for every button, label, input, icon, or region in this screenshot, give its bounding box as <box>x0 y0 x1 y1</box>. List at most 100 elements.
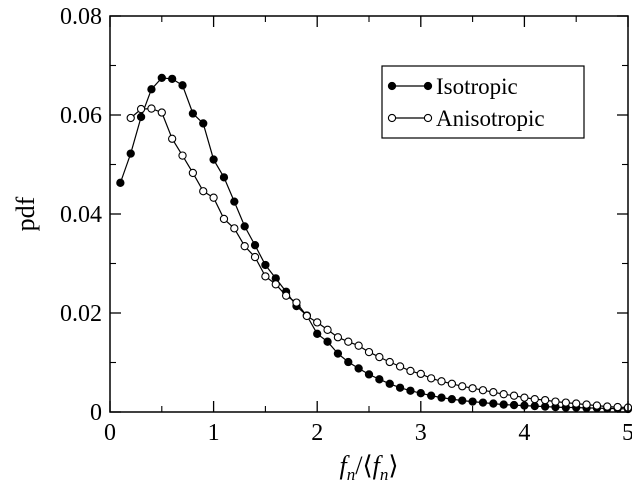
x-label-sub2: n <box>380 465 389 484</box>
data-point-isotropic <box>313 329 322 338</box>
data-point-isotropic <box>395 383 405 392</box>
x-label-mid: /⟨ <box>355 451 372 480</box>
data-point-isotropic <box>209 155 218 164</box>
data-point-isotropic <box>250 241 260 250</box>
legend-marker-anisotropic <box>387 113 397 123</box>
data-point-anisotropic <box>178 151 187 160</box>
data-point-anisotropic <box>333 333 343 342</box>
series-layer <box>116 73 632 414</box>
data-point-anisotropic <box>188 168 198 178</box>
legend-marker-isotropic <box>423 81 433 91</box>
data-point-isotropic <box>530 401 539 411</box>
data-point-anisotropic <box>613 402 622 412</box>
data-point-isotropic <box>437 393 446 402</box>
data-point-anisotropic <box>561 398 570 407</box>
legend-marker-isotropic <box>387 81 397 91</box>
data-point-isotropic <box>147 85 156 94</box>
data-point-anisotropic <box>199 187 208 196</box>
data-point-anisotropic <box>271 280 280 289</box>
data-point-anisotropic <box>530 394 539 404</box>
data-point-isotropic <box>499 400 508 409</box>
data-point-isotropic <box>489 399 498 408</box>
x-label-suffix: ⟩ <box>388 451 398 480</box>
data-point-anisotropic <box>281 291 291 300</box>
data-point-anisotropic <box>136 104 146 114</box>
y-tick-label: 0.08 <box>60 4 102 30</box>
data-point-anisotropic <box>209 193 218 202</box>
data-point-anisotropic <box>468 384 477 393</box>
data-point-anisotropic <box>582 400 591 409</box>
legend: Isotropic Anisotropic <box>381 65 585 139</box>
data-point-isotropic <box>240 222 249 231</box>
data-point-isotropic <box>509 400 519 410</box>
data-point-anisotropic <box>520 393 529 402</box>
data-point-anisotropic <box>447 379 457 388</box>
data-point-anisotropic <box>313 318 322 327</box>
data-point-anisotropic <box>302 311 311 321</box>
data-point-isotropic <box>261 260 270 270</box>
data-point-isotropic <box>230 197 239 206</box>
data-point-anisotropic <box>168 134 177 143</box>
data-point-anisotropic <box>385 357 394 367</box>
data-point-anisotropic <box>323 325 332 334</box>
data-point-anisotropic <box>499 390 508 399</box>
data-point-isotropic <box>458 396 467 405</box>
x-axis-label: fn/⟨fn⟩ <box>340 451 399 484</box>
y-tick-label: 0.06 <box>60 103 102 129</box>
legend-entries: Isotropic Anisotropic <box>387 74 545 131</box>
data-point-isotropic <box>168 74 177 84</box>
data-point-isotropic <box>178 81 187 90</box>
data-point-anisotropic <box>427 374 436 383</box>
data-point-anisotropic <box>364 347 374 357</box>
data-point-anisotropic <box>395 362 405 371</box>
data-point-anisotropic <box>261 272 270 281</box>
data-point-anisotropic <box>489 388 498 397</box>
data-point-isotropic <box>375 375 384 384</box>
legend-box <box>381 65 585 139</box>
x-label-f2: f <box>373 451 384 480</box>
data-point-anisotropic <box>603 402 612 411</box>
legend-label-anisotropic: Anisotropic <box>436 106 545 131</box>
data-point-anisotropic <box>219 214 229 224</box>
data-point-anisotropic <box>147 104 156 113</box>
data-point-anisotropic <box>416 369 425 379</box>
data-point-anisotropic <box>540 395 550 405</box>
data-point-isotropic <box>219 173 229 182</box>
data-point-isotropic <box>354 364 363 373</box>
data-point-anisotropic <box>230 224 239 233</box>
x-tick-label: 0 <box>104 420 116 446</box>
series-line-anisotropic <box>130 107 629 409</box>
data-point-anisotropic <box>551 397 560 406</box>
x-tick-label: 4 <box>518 420 530 446</box>
data-point-isotropic <box>188 109 198 118</box>
data-point-anisotropic <box>437 377 446 386</box>
legend-marker-anisotropic <box>423 113 433 123</box>
data-point-isotropic <box>385 379 394 388</box>
data-point-anisotropic <box>240 242 249 251</box>
data-point-isotropic <box>406 386 415 395</box>
data-point-anisotropic <box>157 108 166 117</box>
data-point-isotropic <box>333 349 343 358</box>
x-tick-label: 1 <box>208 420 220 446</box>
data-point-isotropic <box>116 178 125 187</box>
y-tick-label: 0.02 <box>60 301 102 327</box>
data-point-anisotropic <box>375 352 384 362</box>
y-tick-label: 0 <box>90 400 102 426</box>
data-point-anisotropic <box>250 252 260 262</box>
data-point-isotropic <box>427 391 436 400</box>
data-point-anisotropic <box>592 401 602 410</box>
data-point-isotropic <box>157 73 166 83</box>
data-point-isotropic <box>520 401 529 410</box>
x-tick-label: 5 <box>622 420 632 446</box>
x-label-f1: f <box>340 451 351 480</box>
data-point-anisotropic <box>292 298 301 307</box>
legend-label-isotropic: Isotropic <box>436 74 518 99</box>
y-tick-label: 0.04 <box>60 202 102 228</box>
data-point-isotropic <box>468 397 477 406</box>
data-point-isotropic <box>447 394 457 404</box>
y-axis-label: pdf <box>11 196 40 231</box>
data-point-isotropic <box>126 149 135 158</box>
x-label-sub1: n <box>347 465 356 484</box>
data-point-isotropic <box>478 398 488 407</box>
